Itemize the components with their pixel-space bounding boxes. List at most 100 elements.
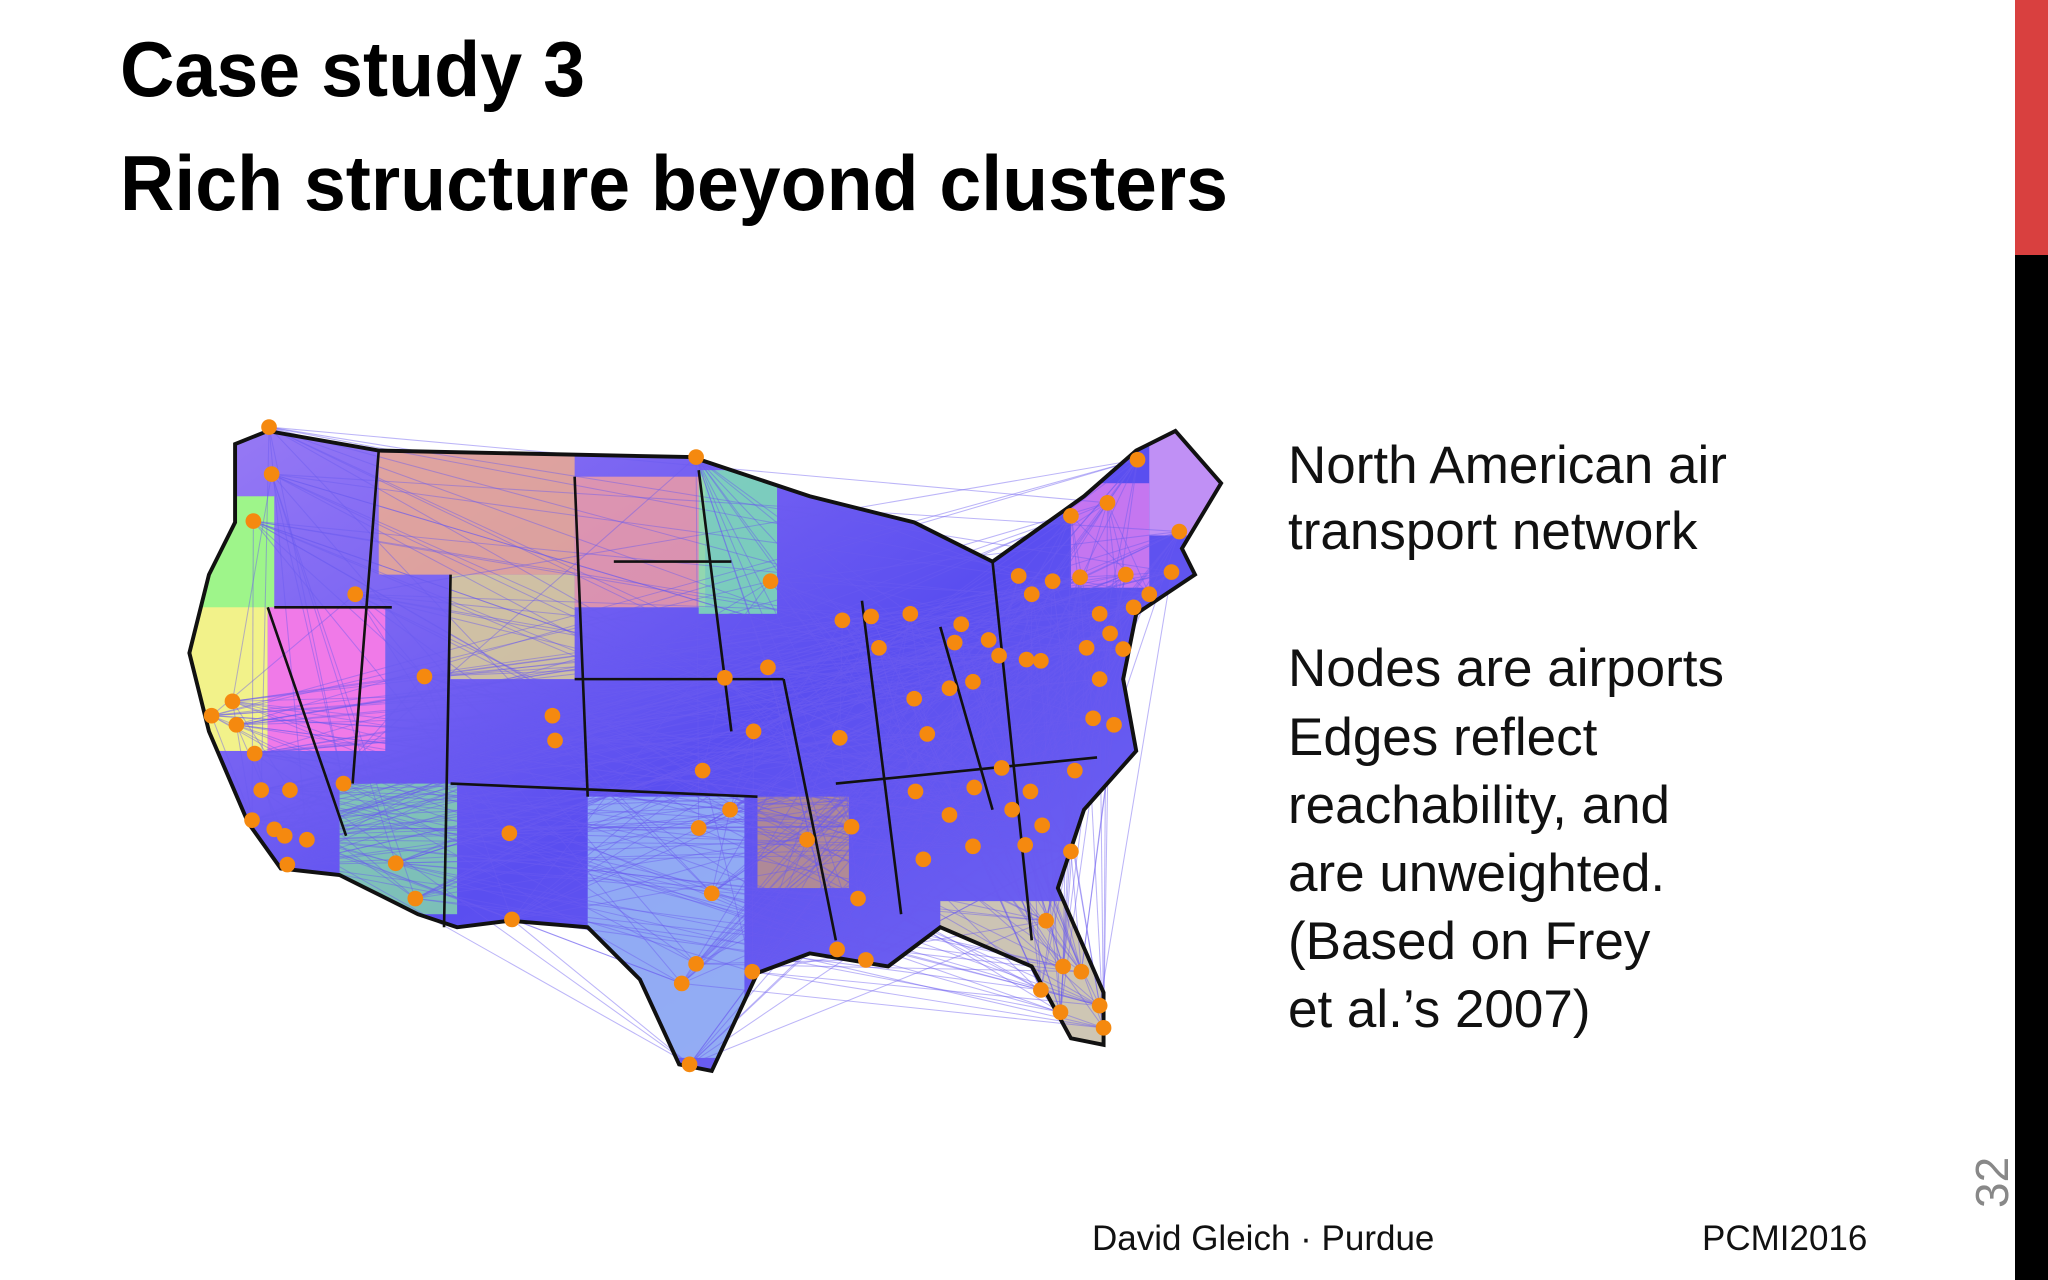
edge <box>555 733 928 742</box>
edge <box>236 715 553 726</box>
edge <box>343 606 1134 785</box>
edge <box>836 717 1094 950</box>
edge <box>343 783 838 950</box>
edge <box>1059 647 1088 1013</box>
edge <box>837 948 1061 1013</box>
edge <box>724 677 852 828</box>
edge <box>287 737 840 866</box>
airport-node <box>829 941 845 958</box>
edge <box>236 459 1138 726</box>
edge <box>695 456 841 739</box>
edge <box>274 826 852 830</box>
edge <box>511 824 1043 920</box>
edge <box>232 700 1100 1007</box>
airport-node <box>387 855 404 872</box>
edge <box>254 753 288 865</box>
edge <box>695 593 1150 965</box>
airport-node <box>547 732 563 749</box>
edge <box>415 814 950 900</box>
edge <box>554 740 1042 991</box>
airport-node <box>544 707 561 724</box>
edge <box>949 717 1094 816</box>
airport-node <box>1033 653 1049 669</box>
airport-node <box>907 783 924 800</box>
edge <box>923 858 1047 922</box>
edge <box>236 724 852 828</box>
edge <box>922 814 950 860</box>
edge <box>554 740 924 860</box>
edge <box>767 667 838 950</box>
edge <box>729 724 1115 811</box>
edge <box>871 580 1053 617</box>
edge <box>274 642 955 830</box>
airport-node <box>245 513 262 529</box>
airport-node <box>1022 783 1039 800</box>
airport-node <box>1063 508 1079 524</box>
edge <box>910 613 989 641</box>
edge <box>236 724 1043 826</box>
edge <box>1103 633 1111 1028</box>
airport-node <box>1072 569 1088 586</box>
edge <box>770 580 1082 972</box>
edge <box>289 515 1072 791</box>
edge <box>878 576 1081 649</box>
edge <box>232 700 950 816</box>
edge <box>1099 679 1105 1028</box>
edge <box>695 456 911 615</box>
edge <box>915 790 1013 811</box>
edge <box>274 790 1031 830</box>
edge <box>1052 581 1076 771</box>
edge <box>702 770 924 860</box>
edge <box>770 580 1076 771</box>
airport-node <box>504 911 520 928</box>
edge <box>211 715 1002 769</box>
edge <box>232 574 1126 702</box>
edge <box>354 593 556 741</box>
edge <box>729 809 924 860</box>
airport-node <box>1063 843 1079 860</box>
airport-node <box>261 419 277 435</box>
edge <box>287 832 510 866</box>
edge <box>851 571 1172 828</box>
edge <box>806 647 1087 841</box>
airport-node <box>863 608 879 625</box>
airport-node <box>834 612 851 629</box>
edge <box>236 724 1104 1029</box>
airport-node <box>1102 625 1118 642</box>
edge <box>695 456 1082 972</box>
edge <box>695 456 1043 826</box>
edge <box>681 580 1054 984</box>
edge <box>851 787 975 828</box>
airport-node <box>279 856 296 873</box>
airport-node <box>902 605 919 622</box>
airport-node <box>1078 639 1095 656</box>
edge <box>915 790 1026 846</box>
airport-node <box>1033 982 1049 998</box>
edge <box>289 717 1094 791</box>
edge <box>949 687 1003 769</box>
edge <box>236 724 1043 826</box>
edge <box>254 677 725 755</box>
edge <box>289 575 1019 791</box>
edge <box>1070 851 1082 972</box>
edge <box>424 615 872 678</box>
edge <box>857 647 1087 899</box>
edge <box>1040 989 1100 1007</box>
edge <box>729 809 1061 1013</box>
edge <box>511 918 1041 991</box>
airport-node <box>246 745 263 762</box>
airport-node <box>941 807 958 823</box>
edge <box>287 715 553 866</box>
edge <box>395 862 838 950</box>
edge <box>806 459 1138 841</box>
edge <box>842 613 1100 621</box>
airport-node <box>1004 801 1020 818</box>
title-line: Rich structure beyond clusters <box>120 139 1228 227</box>
edge <box>271 473 344 784</box>
edge <box>284 835 513 920</box>
edge <box>236 571 1172 726</box>
edge <box>770 580 1115 726</box>
edge <box>287 515 1072 866</box>
edge <box>1001 660 1042 769</box>
airport-node <box>850 890 866 907</box>
